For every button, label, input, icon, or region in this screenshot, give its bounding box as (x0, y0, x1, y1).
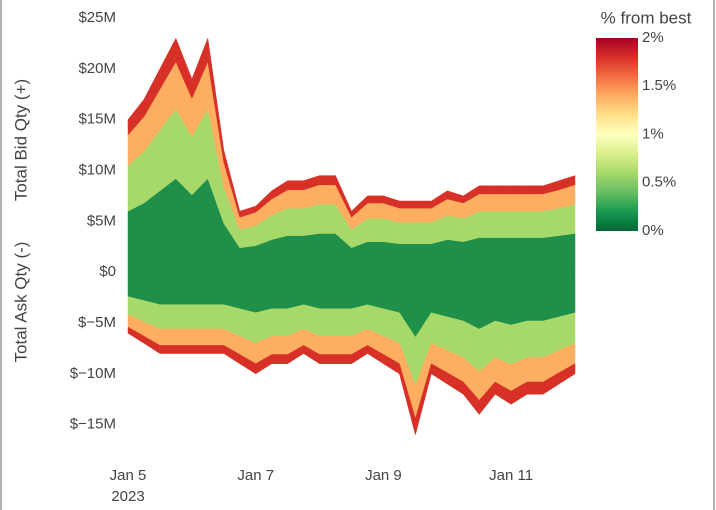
y-tick-label: $25M (78, 9, 116, 26)
y-axis-title-ask: Total Ask Qty (-) (11, 242, 30, 363)
y-tick-label: $−15M (70, 416, 116, 433)
colorbar-tick-label: 0% (642, 222, 664, 239)
x-tick-label: Jan 9 (365, 467, 402, 484)
y-tick-label: $0 (99, 263, 116, 280)
y-tick-label: $−5M (78, 314, 116, 331)
y-tick-label: $20M (78, 60, 116, 77)
x-tick-label: Jan 7 (237, 467, 274, 484)
y-tick-label: $5M (87, 212, 116, 229)
depth-band (127, 326, 576, 436)
colorbar (596, 38, 638, 231)
x-axis-year: 2023 (111, 488, 144, 505)
colorbar-tick-label: 1.5% (642, 77, 676, 94)
y-tick-label: $15M (78, 111, 116, 128)
colorbar-tick-label: 1% (642, 125, 664, 142)
y-axis-title-bid: Total Bid Qty (+) (11, 79, 30, 201)
depth-band (127, 37, 576, 218)
colorbar-tick-label: 0.5% (642, 174, 676, 191)
y-tick-label: $10M (78, 161, 116, 178)
x-tick-label: Jan 11 (489, 467, 533, 484)
colorbar-title: % from best (601, 8, 692, 27)
x-tick-label: Jan 5 (110, 467, 147, 484)
colorbar-tick-label: 2% (642, 29, 664, 46)
y-tick-label: $−10M (70, 365, 116, 382)
